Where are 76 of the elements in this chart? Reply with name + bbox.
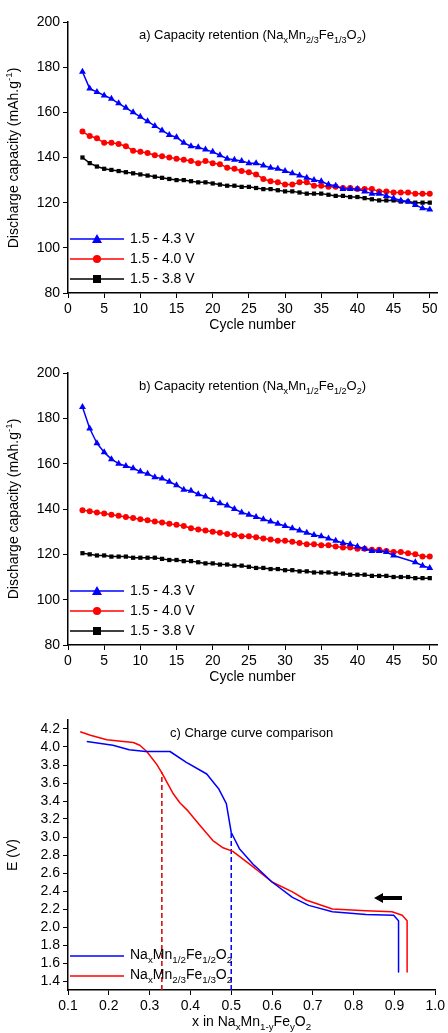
y-axis-title: E (V) bbox=[4, 839, 21, 871]
legend-label: 1.5 - 4.3 V bbox=[130, 230, 195, 247]
y-tick-label: 160 bbox=[36, 103, 61, 120]
x-tick-label: 15 bbox=[168, 652, 185, 669]
y-tick-label: 180 bbox=[36, 58, 61, 75]
x-tick-label: 10 bbox=[132, 652, 149, 669]
x-tick-label: 0.1 bbox=[58, 997, 78, 1014]
legend-label: 1.5 - 4.0 V bbox=[130, 602, 195, 619]
y-tick-label: 3.8 bbox=[40, 755, 61, 772]
x-tick-label: 0.6 bbox=[262, 997, 282, 1014]
legend-label: 1.5 - 4.3 V bbox=[130, 582, 195, 599]
x-tick-label: 5 bbox=[100, 652, 109, 669]
x-tick-label: 0 bbox=[64, 300, 73, 317]
y-tick-label: 200 bbox=[36, 363, 61, 380]
y-tick-label: 120 bbox=[36, 545, 61, 562]
y-tick-label: 1.4 bbox=[40, 971, 61, 988]
x-tick-label: 20 bbox=[204, 652, 221, 669]
x-tick-label: 50 bbox=[421, 652, 438, 669]
x-tick-label: 35 bbox=[313, 300, 330, 317]
y-tick-label: 140 bbox=[36, 148, 61, 165]
chart-title: b) Capacity retention (Na$_{x}$Mn$_{1/2}$Fe$_{1/2}$O$_{2}$) bbox=[138, 378, 367, 396]
x-tick-label: 0 bbox=[64, 652, 73, 669]
x-tick-label: 40 bbox=[349, 652, 366, 669]
y-tick-label: 1.8 bbox=[40, 935, 61, 952]
y-tick-label: 2.2 bbox=[40, 899, 61, 916]
x-tick-label: 40 bbox=[349, 300, 366, 317]
y-tick-label: 2.0 bbox=[40, 917, 61, 934]
x-tick-label: 0.7 bbox=[303, 997, 323, 1014]
y-tick-label: 1.6 bbox=[40, 953, 61, 970]
x-tick-label: 0.4 bbox=[180, 997, 201, 1014]
x-tick-label: 45 bbox=[385, 300, 402, 317]
x-tick-label: 25 bbox=[241, 300, 257, 317]
x-tick-label: 0.9 bbox=[384, 997, 405, 1014]
y-tick-label: 4.0 bbox=[40, 737, 61, 754]
y-tick-label: 140 bbox=[36, 499, 61, 516]
y-tick-label: 160 bbox=[36, 454, 61, 471]
y-tick-label: 4.2 bbox=[40, 719, 61, 736]
y-tick-label: 100 bbox=[36, 238, 61, 255]
x-tick-label: 35 bbox=[313, 652, 330, 669]
y-tick-label: 3.2 bbox=[40, 809, 61, 826]
chart-title: a) Capacity retention (Na$_{x}$Mn$_{2/3}$Fe$_{1/3}$O$_{2}$) bbox=[138, 27, 367, 45]
legend-label: 1.5 - 3.8 V bbox=[130, 270, 195, 287]
x-tick-label: 15 bbox=[168, 300, 185, 317]
x-tick-label: 10 bbox=[132, 300, 149, 317]
x-axis-title: Cycle number bbox=[209, 316, 296, 333]
x-tick-label: 0.5 bbox=[221, 997, 242, 1014]
y-tick-label: 2.4 bbox=[40, 881, 61, 898]
y-tick-label: 100 bbox=[36, 590, 61, 607]
x-tick-label: 45 bbox=[385, 652, 402, 669]
y-tick-label: 3.0 bbox=[40, 827, 61, 844]
chart-title: c) Charge curve comparison bbox=[169, 725, 334, 741]
y-tick-label: 200 bbox=[36, 12, 61, 29]
y-tick-label: 120 bbox=[36, 193, 61, 210]
x-tick-label: 0.2 bbox=[99, 997, 119, 1014]
legend-label: Na$_{x}$Mn$_{2/3}$Fe$_{1/3}$O$_{2}$ bbox=[130, 965, 233, 986]
x-tick-label: 0.3 bbox=[139, 997, 160, 1014]
x-tick-label: 25 bbox=[241, 652, 257, 669]
x-axis-title: Cycle number bbox=[209, 668, 296, 685]
x-tick-label: 0.8 bbox=[343, 997, 364, 1014]
x-tick-label: 30 bbox=[277, 652, 294, 669]
x-axis-title: x in Na$_{x}$Mn$_{1-y}$Fe$_{y}$O$_{2}$ bbox=[192, 1013, 312, 1033]
x-tick-label: 20 bbox=[204, 300, 221, 317]
legend-label: 1.5 - 3.8 V bbox=[130, 622, 195, 639]
x-tick-label: 1.0 bbox=[425, 997, 446, 1014]
y-tick-label: 80 bbox=[44, 283, 61, 300]
y-tick-label: 3.4 bbox=[40, 791, 61, 808]
y-tick-label: 2.6 bbox=[40, 863, 61, 880]
x-tick-label: 5 bbox=[100, 300, 109, 317]
legend-label: Na$_{x}$Mn$_{1/2}$Fe$_{1/2}$O$_{2}$ bbox=[130, 945, 233, 966]
legend-label: 1.5 - 4.0 V bbox=[130, 250, 195, 267]
y-tick-label: 180 bbox=[36, 409, 61, 426]
x-tick-label: 30 bbox=[277, 300, 294, 317]
y-tick-label: 2.8 bbox=[40, 845, 61, 862]
y-tick-label: 80 bbox=[44, 635, 61, 652]
y-tick-label: 3.6 bbox=[40, 773, 61, 790]
x-tick-label: 50 bbox=[421, 300, 438, 317]
